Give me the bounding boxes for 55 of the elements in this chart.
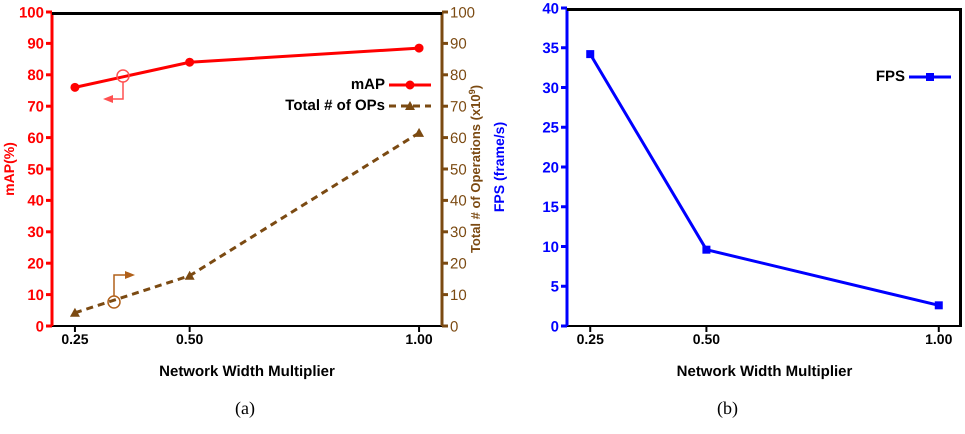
y2-tick-label: 100 (450, 4, 476, 22)
point (70, 82, 80, 92)
point (702, 246, 710, 254)
y-axis-title: mAP(%) (1, 142, 17, 196)
y-tick-label: 0 (36, 318, 44, 336)
y-tick-label: 40 (542, 0, 559, 18)
x-tick-label: 1.00 (925, 330, 953, 347)
x-axis-title: Network Width Multiplier (676, 363, 853, 380)
y-tick-label: 50 (27, 161, 44, 178)
x-tick-label: 1.00 (405, 330, 433, 347)
legend-label: FPS (876, 68, 905, 85)
y-tick-label: 30 (542, 80, 559, 97)
y-tick-label: 15 (542, 199, 559, 216)
y2-tick-label: 0 (450, 318, 458, 336)
text: (b) (716, 398, 739, 419)
y-tick-label: 60 (27, 130, 44, 147)
point (586, 50, 594, 58)
y-tick-label: 70 (27, 98, 44, 116)
y2-tick-label: 50 (450, 161, 467, 178)
y2-tick-label: 80 (450, 67, 467, 84)
y2-tick-label: 90 (450, 36, 467, 53)
y-tick-label: 20 (542, 159, 559, 176)
y-tick-label: 0 (550, 318, 559, 336)
legend-label: mAP (350, 76, 385, 93)
y-tick-label: 35 (542, 40, 559, 58)
y-tick-label: 30 (27, 224, 44, 242)
y2-tick-label: 60 (450, 130, 467, 147)
y2-tick-label: 10 (450, 286, 467, 304)
y2-tick-label: 20 (450, 256, 467, 273)
x-tick-label: 0.50 (692, 330, 720, 347)
point (185, 58, 194, 67)
point (184, 270, 195, 280)
y-tick-label: 100 (18, 4, 44, 22)
y-tick-label: 90 (27, 36, 44, 53)
point (414, 44, 424, 53)
y2-tick-label: 70 (450, 98, 467, 116)
text: (a) (234, 398, 256, 419)
point (414, 128, 424, 137)
y2-tick-label: 30 (450, 224, 467, 242)
x-tick-label: 0.25 (61, 330, 89, 347)
y-tick-label: 20 (27, 256, 44, 273)
x-tick-label: 0.50 (176, 330, 204, 347)
y-tick-label: 5 (550, 278, 559, 296)
x-tick-label: 0.25 (576, 330, 604, 347)
y-tick-label: 10 (542, 238, 559, 256)
y2-tick-label: 40 (450, 192, 467, 210)
point (934, 301, 943, 310)
y-tick-label: 25 (542, 120, 559, 137)
y-tick-label: 80 (27, 67, 44, 84)
point (70, 308, 80, 317)
y-tick-label: 40 (27, 192, 44, 210)
x-axis-title: Network Width Multiplier (159, 363, 336, 380)
legend-label: Total # of OPs (285, 97, 385, 114)
y-axis-title: FPS (frame/s) (491, 122, 507, 212)
y-tick-label: 10 (27, 286, 44, 304)
